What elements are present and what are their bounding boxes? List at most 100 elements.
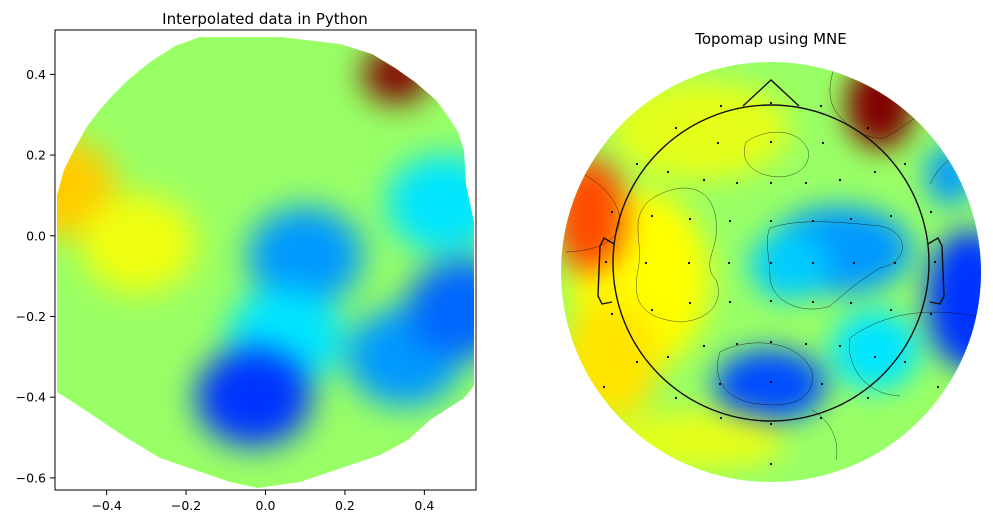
sensor-dot (702, 178, 706, 182)
sensor-dot (873, 170, 877, 174)
topomap-blob (926, 230, 981, 370)
sensor-dot (804, 181, 808, 185)
topomap-blob (926, 145, 974, 205)
sensor-dot (769, 140, 773, 144)
sensor-dot (719, 416, 723, 420)
right-chart: Topomap using MNE (561, 30, 981, 482)
sensor-dot (769, 181, 773, 185)
contour-line (744, 131, 809, 178)
sensor-dot (674, 396, 678, 400)
right-ear-shape (927, 237, 945, 305)
sensor-dot (820, 382, 824, 386)
sensor-dot (838, 178, 842, 182)
sensor-dot (849, 301, 853, 305)
sensor-dot (666, 355, 670, 359)
sensor-dot (769, 299, 773, 303)
sensor-dot (610, 312, 614, 316)
sensor-dot (804, 342, 808, 346)
sensor-dot (674, 126, 678, 130)
sensor-dot (635, 360, 639, 364)
field-blob (406, 259, 474, 358)
sensor-dot (650, 308, 654, 312)
sensor-dot (819, 104, 823, 108)
sensor-markers (602, 101, 940, 466)
left-ear-shape (597, 237, 615, 305)
sensor-dot (769, 219, 773, 223)
sensor-dot (936, 385, 940, 389)
x-tick-label: −0.4 (91, 498, 121, 513)
sensor-dot (602, 385, 606, 389)
sensor-dot (811, 300, 815, 304)
sensor-dot (687, 261, 691, 265)
topomap-blob (872, 73, 908, 117)
sensor-dot (735, 342, 739, 346)
head-outline (597, 79, 945, 422)
contour-line (811, 409, 838, 461)
sensor-dot (769, 422, 773, 426)
sensor-dot (889, 214, 893, 218)
left-x-axis: −0.4 −0.2 0.0 0.2 0.4 (91, 490, 434, 513)
sensor-dot (719, 104, 723, 108)
sensor-dot (702, 344, 706, 348)
y-tick-label: 0.2 (26, 148, 46, 163)
sensor-dot (769, 340, 773, 344)
nose-shape (742, 79, 800, 107)
field-blob (247, 206, 364, 306)
sensor-dot (903, 162, 907, 166)
y-tick-label: −0.2 (16, 309, 46, 324)
sensor-dot (728, 219, 732, 223)
sensor-dot (727, 261, 731, 265)
topomap-blob (610, 410, 790, 470)
contour-line (717, 342, 813, 406)
x-tick-label: 0.2 (335, 498, 355, 513)
left-chart: Interpolated data in Python −0.4 −0.2 0.0 0… (16, 10, 477, 513)
sensor-dot (873, 355, 877, 359)
sensor-dot (644, 261, 648, 265)
y-tick-label: 0.4 (26, 67, 46, 82)
topomap-blob (831, 310, 919, 390)
sensor-dot (666, 170, 670, 174)
sensor-dot (889, 308, 893, 312)
contour-line (767, 221, 903, 310)
sensor-dot (635, 162, 639, 166)
sensor-dot (769, 380, 773, 384)
sensor-dot (866, 126, 870, 130)
sensor-dot (838, 344, 842, 348)
head-circle (612, 104, 930, 422)
sensor-dot (849, 217, 853, 221)
sensor-dot (933, 260, 937, 264)
sensor-dot (852, 261, 856, 265)
sensor-dot (929, 210, 933, 214)
contour-line (849, 311, 977, 397)
sensor-dot (769, 261, 773, 265)
field-blob (195, 347, 312, 447)
field-blob (386, 154, 474, 253)
sensor-dot (610, 210, 614, 214)
sensor-dot (893, 261, 897, 265)
right-chart-title: Topomap using MNE (694, 30, 847, 48)
left-interpolated-field (57, 37, 474, 488)
sensor-dot (650, 214, 654, 218)
y-tick-label: 0.0 (26, 228, 46, 243)
sensor-dot (718, 382, 722, 386)
left-y-axis: 0.4 0.2 0.0 −0.2 −0.4 −0.6 (16, 67, 55, 485)
sensor-dot (688, 217, 692, 221)
sensor-dot (728, 300, 732, 304)
sensor-dot (716, 141, 720, 145)
contour-line (565, 169, 620, 253)
topomap-blob (561, 300, 660, 420)
sensor-dot (769, 462, 773, 466)
sensor-dot (811, 219, 815, 223)
left-chart-title: Interpolated data in Python (162, 10, 368, 28)
sensor-dot (604, 260, 608, 264)
sensor-dot (688, 301, 692, 305)
sensor-dot (929, 312, 933, 316)
sensor-dot (735, 181, 739, 185)
topomap-blob (780, 412, 900, 468)
topomap-blob (714, 349, 826, 421)
sensor-dot (866, 396, 870, 400)
y-tick-label: −0.4 (16, 390, 46, 405)
x-tick-label: −0.2 (171, 498, 201, 513)
field-blob (80, 194, 197, 294)
